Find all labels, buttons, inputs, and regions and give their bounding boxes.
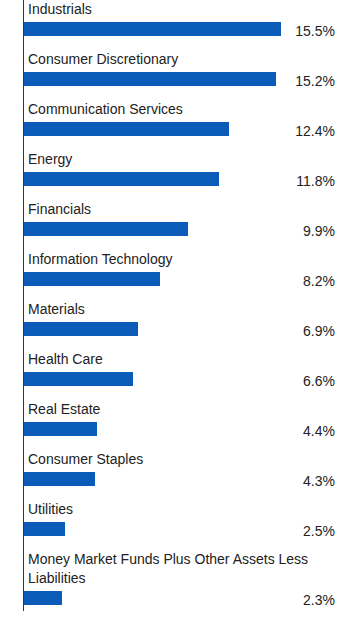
data-label: 15.2%	[295, 73, 335, 89]
data-label: 9.9%	[303, 223, 335, 239]
category-label: Real Estate	[28, 400, 338, 419]
bar	[24, 522, 65, 536]
bar	[24, 222, 188, 236]
category-label: Consumer Staples	[28, 450, 338, 469]
category-label: Industrials	[28, 0, 338, 19]
data-label: 6.9%	[303, 323, 335, 339]
category-label: Money Market Funds Plus Other Assets Les…	[28, 550, 338, 588]
bar	[24, 472, 95, 486]
category-label: Financials	[28, 200, 338, 219]
category-label: Information Technology	[28, 250, 338, 269]
category-label: Health Care	[28, 350, 338, 369]
bar	[24, 272, 160, 286]
bar	[24, 322, 138, 336]
page: {"chart_data": {"type": "bar", "orientat…	[0, 0, 360, 617]
data-label: 12.4%	[295, 123, 335, 139]
bar	[24, 372, 133, 386]
category-label: Consumer Discretionary	[28, 50, 338, 69]
data-label: 4.4%	[303, 423, 335, 439]
bar	[24, 422, 97, 436]
data-label: 11.8%	[296, 173, 335, 189]
bar	[24, 22, 281, 36]
bar	[24, 122, 229, 136]
data-label: 8.2%	[303, 273, 335, 289]
bar	[24, 591, 62, 605]
category-label: Utilities	[28, 500, 338, 519]
axis-line	[23, 0, 24, 611]
data-label: 2.3%	[303, 592, 335, 608]
data-label: 2.5%	[303, 523, 335, 539]
category-label: Communication Services	[28, 100, 338, 119]
bar	[24, 172, 219, 186]
category-label: Energy	[28, 150, 338, 169]
data-label: 15.5%	[295, 23, 335, 39]
data-label: 4.3%	[303, 473, 335, 489]
bar	[24, 72, 276, 86]
category-label: Materials	[28, 300, 338, 319]
data-label: 6.6%	[303, 373, 335, 389]
